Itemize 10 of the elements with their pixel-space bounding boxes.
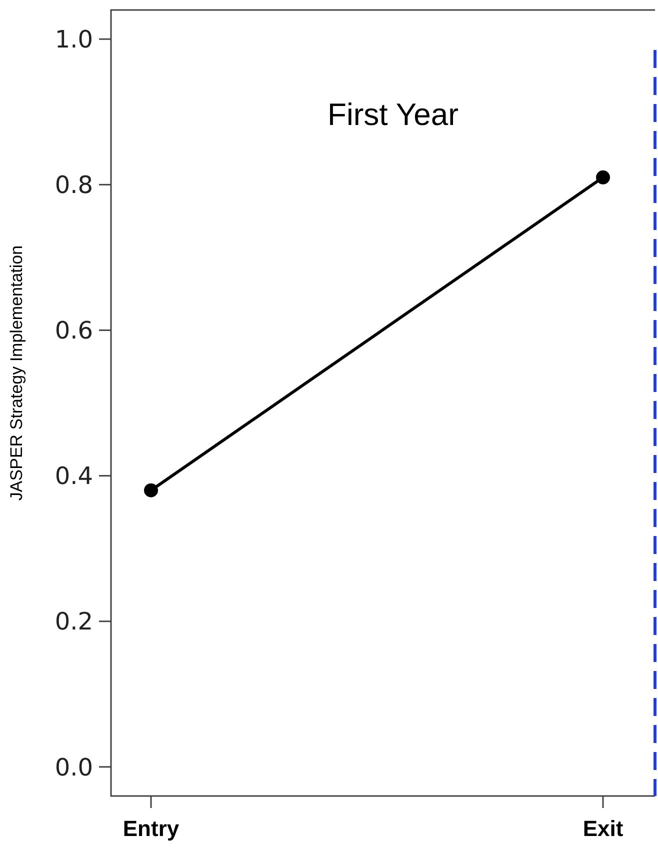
y-tick-label: 0.2 (54, 608, 93, 636)
y-tick-label: 0.6 (54, 316, 93, 345)
x-tick-label: Entry (122, 816, 180, 841)
y-tick-label: 0.4 (54, 462, 93, 490)
text: First Year (328, 97, 458, 132)
x-tick-label: Exit (582, 816, 624, 841)
y-tick-label: 0.0 (54, 753, 93, 782)
y-tick-label: 1.0 (54, 26, 93, 54)
y-axis-title: JASPER Strategy Implementation (7, 245, 26, 501)
y-tick-label: 0.8 (54, 171, 93, 200)
